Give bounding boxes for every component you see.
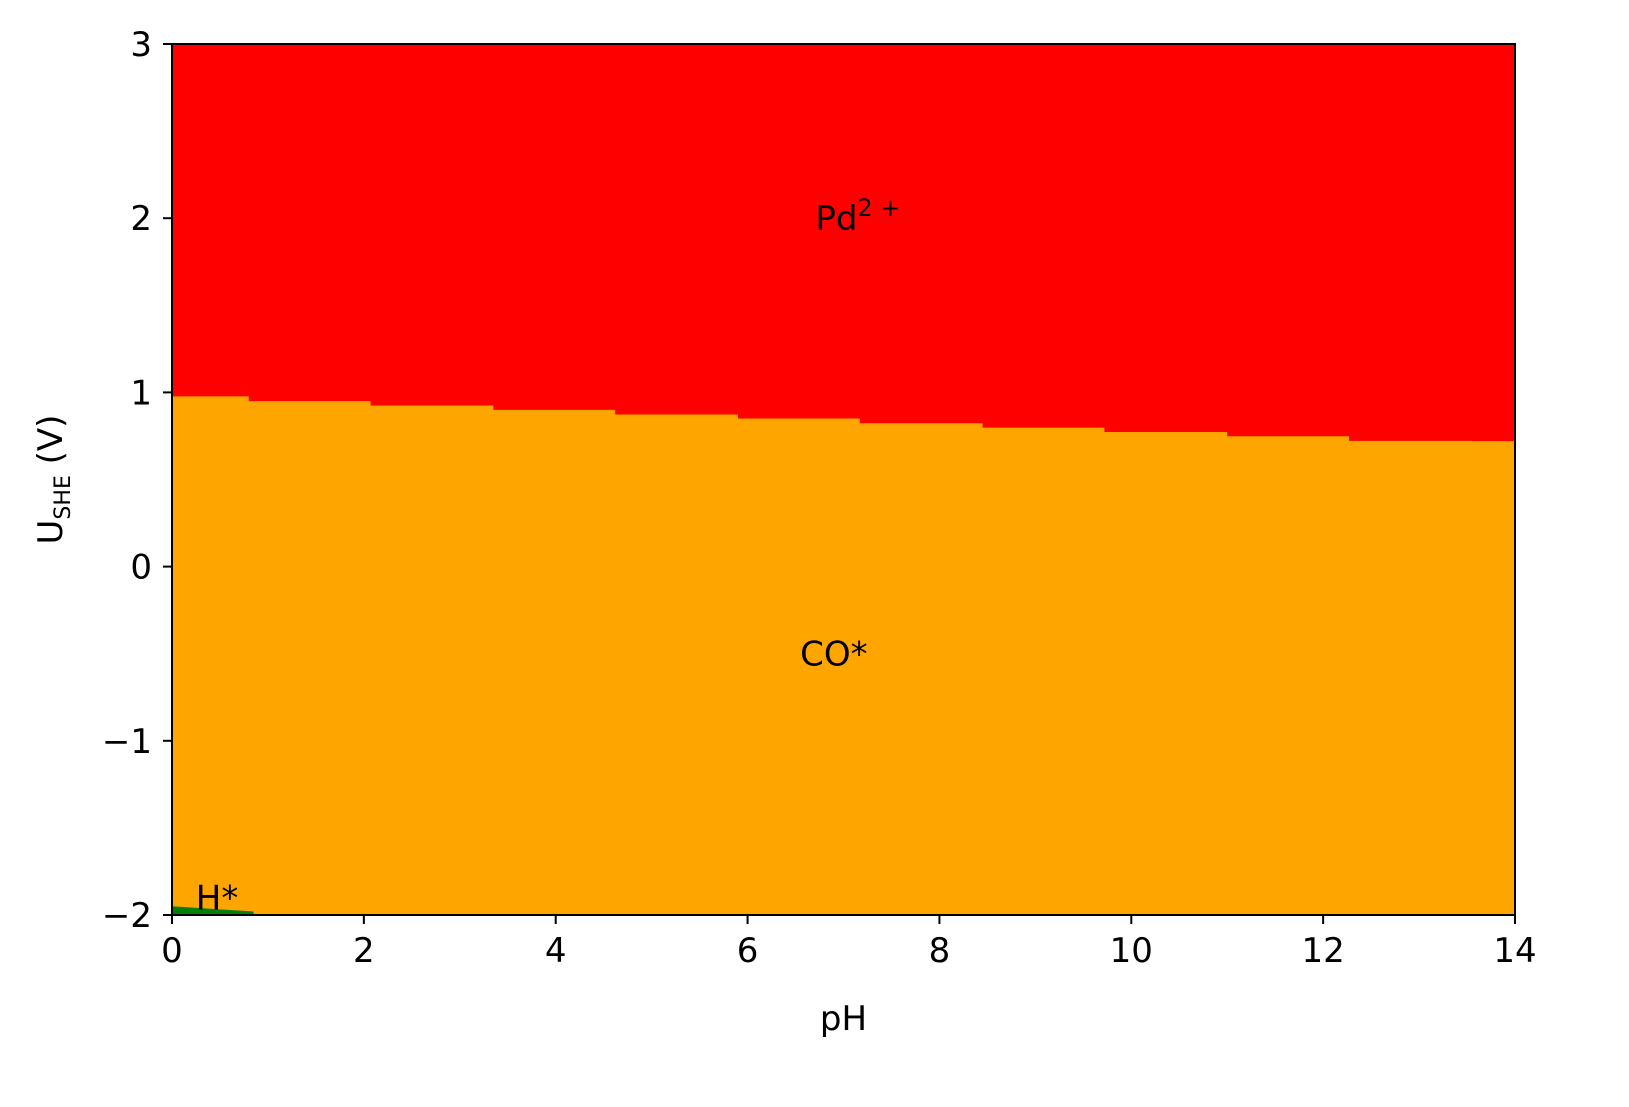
region-label: Pd2 +: [815, 194, 900, 239]
x-tick-label: 4: [545, 931, 567, 971]
y-tick-label: 3: [130, 25, 152, 65]
y-tick-label: 2: [130, 199, 152, 239]
y-axis-label-main: U: [31, 520, 71, 545]
region-label: H*: [196, 879, 239, 919]
x-tick-label: 10: [1110, 931, 1153, 971]
y-axis-label-unit: (V): [31, 415, 71, 476]
plot-frame: [171, 43, 1516, 916]
y-tick-label: 1: [130, 373, 152, 413]
region-label-sup: 2 +: [857, 194, 900, 222]
y-axis-label-sub: SHE: [51, 475, 76, 519]
region-label: CO*: [800, 635, 868, 675]
x-tick-label: 14: [1493, 931, 1536, 971]
x-tick-label: 2: [353, 931, 375, 971]
region-label-main: CO*: [800, 635, 868, 675]
y-tick-label: −2: [102, 896, 152, 936]
x-axis-label: pH: [820, 999, 867, 1039]
region-label-main: Pd: [815, 199, 857, 239]
x-tick-label: 6: [737, 931, 759, 971]
y-tick-label: 0: [130, 548, 152, 588]
x-axis-ticks: 0 2 4 6 8 10 12 14: [161, 915, 1537, 971]
stability-regions: [172, 44, 1515, 915]
x-tick-label: 12: [1302, 931, 1345, 971]
region-pd2plus: [172, 44, 1515, 442]
region-label-main: H*: [196, 879, 239, 919]
y-tick-label: −1: [102, 722, 152, 762]
region-labels: Pd2 + CO* H*: [196, 194, 901, 918]
x-tick-label: 0: [161, 931, 183, 971]
region-h: [172, 906, 254, 915]
y-axis-label: USHE (V): [31, 415, 76, 545]
x-tick-label: 8: [929, 931, 951, 971]
y-axis-ticks: −2 −1 0 1 2 3: [102, 25, 172, 936]
